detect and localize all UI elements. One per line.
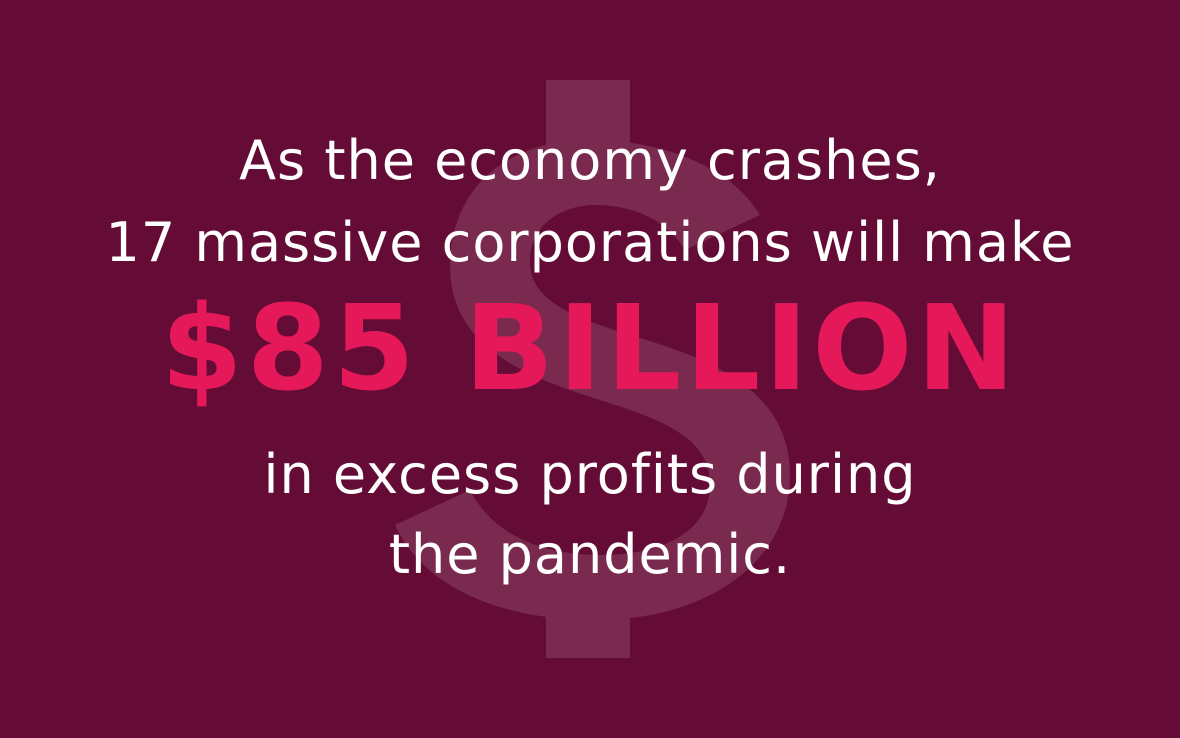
headline-line-5: the pandemic. bbox=[388, 523, 792, 586]
headline-line-1: As the economy crashes, bbox=[239, 129, 941, 192]
headline-amount: $85 BILLION bbox=[160, 279, 1020, 417]
headline-line-2: 17 massive corporations will make bbox=[105, 211, 1075, 274]
headline-line-4: in excess profits during bbox=[263, 443, 917, 506]
